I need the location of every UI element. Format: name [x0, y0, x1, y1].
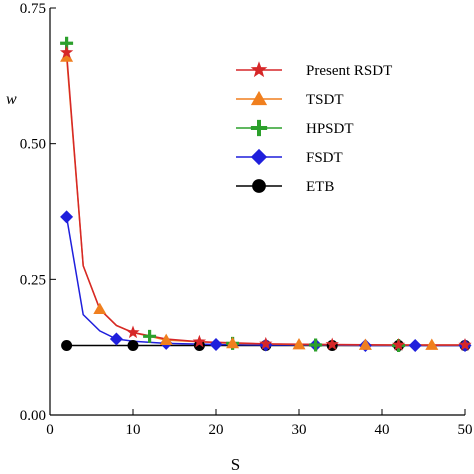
legend: Present RSDT TSDT HPSDT FSDT ETB: [236, 61, 392, 195]
data-point-present-rsdt: [259, 336, 273, 350]
data-point-present-rsdt: [325, 337, 339, 351]
series-line-tsdt: [65, 56, 465, 346]
y-axis-label: w: [6, 91, 17, 108]
series-line-present-rsdt: [65, 52, 465, 346]
data-point-tsdt: [425, 338, 439, 350]
legend-marker: [252, 179, 266, 193]
x-tick-label: 30: [292, 422, 307, 438]
y-tick-label: 0.25: [20, 272, 46, 288]
legend-label: TSDT: [306, 92, 344, 108]
series-line-fsdt: [65, 216, 465, 347]
data-point-present-rsdt: [192, 334, 207, 348]
data-point-tsdt: [93, 302, 107, 315]
data-point-fsdt: [60, 210, 74, 224]
x-tick-label: 50: [458, 422, 473, 438]
x-axis-label: S: [231, 455, 240, 474]
data-point-tsdt: [60, 50, 74, 62]
legend-label: HPSDT: [306, 121, 354, 137]
data-point-present-rsdt: [391, 338, 406, 351]
legend-label: FSDT: [306, 150, 343, 166]
legend-marker: [250, 61, 268, 78]
data-point-tsdt: [292, 337, 306, 350]
data-point-etb: [127, 340, 139, 352]
legend-item-fsdt: FSDT: [236, 148, 343, 166]
y-tick-label: 0.50: [20, 137, 46, 153]
x-tick-label: 0: [46, 422, 54, 438]
axes: 0 10 20 30 40 50 0.00 0.25 0.50 0.75 Sw: [6, 1, 473, 474]
y-tick-label: 0.00: [20, 408, 46, 424]
legend-item-etb: ETB: [236, 179, 334, 195]
data-point-hpsdt: [309, 338, 323, 352]
legend-marker: [250, 119, 268, 137]
data-point-hpsdt: [143, 329, 157, 343]
data-point-fsdt: [209, 337, 223, 351]
y-tick-label: 0.75: [20, 1, 46, 17]
data-point-tsdt: [226, 336, 240, 349]
data-point-fsdt: [408, 339, 422, 353]
data-point-present-rsdt: [458, 338, 472, 351]
data-point-etb: [61, 340, 73, 352]
data-point-present-rsdt: [59, 45, 74, 59]
x-tick-label: 40: [375, 422, 390, 438]
series-markers: [59, 36, 472, 353]
data-point-tsdt: [358, 338, 372, 350]
legend-marker: [250, 148, 268, 166]
data-point-tsdt: [159, 333, 173, 345]
series-lines: [65, 52, 465, 347]
legend-marker: [250, 90, 268, 106]
x-tick-label: 10: [126, 422, 141, 438]
legend-item-tsdt: TSDT: [236, 90, 344, 108]
legend-item-present-rsdt: Present RSDT: [236, 61, 392, 79]
x-tick-label: 20: [209, 422, 224, 438]
legend-label: Present RSDT: [306, 63, 392, 79]
legend-label: ETB: [306, 179, 334, 195]
data-point-present-rsdt: [126, 325, 140, 339]
legend-item-hpsdt: HPSDT: [236, 119, 354, 137]
data-point-fsdt: [109, 332, 123, 346]
